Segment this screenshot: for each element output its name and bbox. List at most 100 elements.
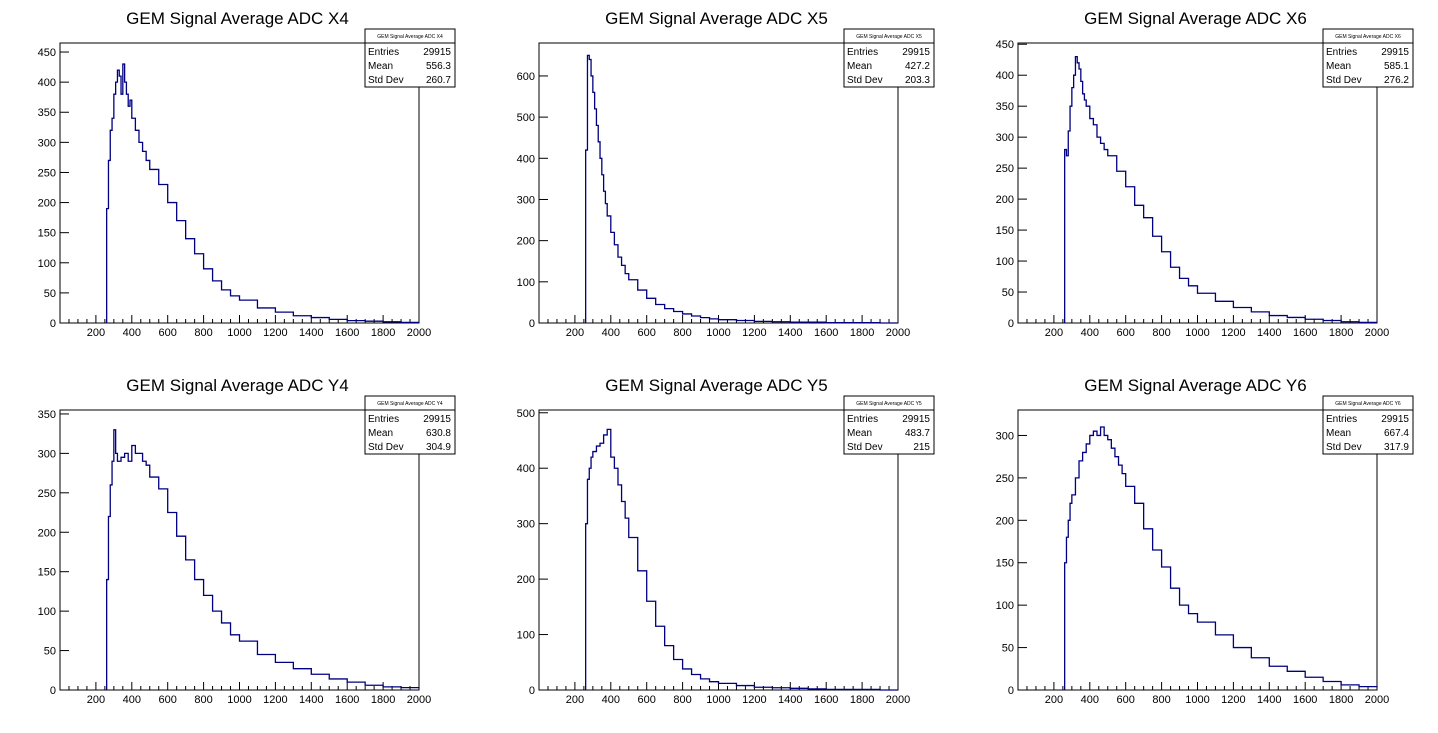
- x-tick-label: 200: [1045, 694, 1063, 706]
- y-tick-label: 400: [517, 463, 535, 475]
- stats-value: 29915: [423, 414, 451, 425]
- y-tick-label: 350: [38, 107, 56, 119]
- stats-value: 29915: [1381, 414, 1409, 425]
- y-tick-label: 300: [517, 519, 535, 531]
- x-tick-label: 1600: [335, 694, 359, 706]
- y-tick-label: 50: [1002, 287, 1014, 299]
- y-tick-label: 300: [517, 194, 535, 206]
- histogram-series: [106, 429, 420, 690]
- y-tick-label: 0: [529, 318, 535, 330]
- x-tick-label: 800: [194, 694, 212, 706]
- chart-title: GEM Signal Average ADC X6: [1084, 9, 1307, 28]
- stats-label: Std Dev: [847, 442, 883, 453]
- x-tick-label: 1200: [742, 327, 766, 339]
- x-tick-label: 1200: [1221, 327, 1245, 339]
- x-tick-label: 400: [123, 694, 141, 706]
- x-tick-label: 600: [159, 694, 177, 706]
- x-tick-label: 800: [194, 327, 212, 339]
- stats-label: Mean: [368, 61, 393, 72]
- y-tick-label: 250: [38, 488, 56, 500]
- y-tick-label: 400: [38, 77, 56, 89]
- chart-title: GEM Signal Average ADC Y6: [1084, 376, 1306, 395]
- stats-label: Mean: [847, 428, 872, 439]
- x-tick-label: 400: [602, 327, 620, 339]
- stats-label: Entries: [847, 47, 878, 58]
- y-tick-label: 200: [38, 527, 56, 539]
- y-tick-label: 100: [38, 258, 56, 270]
- x-tick-label: 1800: [371, 694, 395, 706]
- y-tick-label: 0: [1008, 318, 1014, 330]
- stats-value: 29915: [902, 47, 930, 58]
- x-tick-label: 200: [566, 694, 584, 706]
- stats-label: Std Dev: [1326, 75, 1362, 86]
- x-tick-label: 1200: [1221, 694, 1245, 706]
- stats-value: 556.3: [426, 61, 451, 72]
- histogram-panel-3: GEM Signal Average ADC X6 200 400 600 800 100…: [996, 9, 1414, 339]
- x-tick-label: 600: [1117, 694, 1135, 706]
- stats-value: 317.9: [1384, 442, 1409, 453]
- x-tick-label: 1000: [706, 694, 730, 706]
- stats-label: Entries: [1326, 414, 1357, 425]
- stats-title: GEM Signal Average ADC X5: [856, 34, 922, 40]
- x-tick-label: 2000: [1365, 327, 1389, 339]
- stats-label: Mean: [847, 61, 872, 72]
- y-tick-label: 50: [1002, 643, 1014, 655]
- y-tick-label: 500: [517, 408, 535, 420]
- x-tick-label: 1400: [1257, 327, 1281, 339]
- x-tick-label: 1800: [1329, 327, 1353, 339]
- stats-title: GEM Signal Average ADC Y5: [856, 401, 922, 407]
- chart-title: GEM Signal Average ADC X5: [605, 9, 828, 28]
- x-tick-label: 600: [159, 327, 177, 339]
- stats-title: GEM Signal Average ADC Y6: [1335, 401, 1401, 407]
- x-tick-label: 400: [123, 327, 141, 339]
- x-tick-label: 2000: [886, 694, 910, 706]
- y-tick-label: 300: [996, 132, 1014, 144]
- histogram-series: [106, 63, 419, 324]
- y-tick-label: 150: [38, 228, 56, 240]
- x-tick-label: 800: [673, 694, 691, 706]
- histogram-panel-5: GEM Signal Average ADC Y5 200 400 600 800 100…: [517, 376, 935, 706]
- y-tick-label: 0: [50, 685, 56, 697]
- x-tick-label: 400: [1081, 694, 1099, 706]
- stats-label: Mean: [1326, 61, 1351, 72]
- x-tick-label: 1600: [335, 327, 359, 339]
- x-tick-label: 1800: [371, 327, 395, 339]
- y-tick-label: 0: [50, 318, 56, 330]
- y-tick-label: 200: [517, 574, 535, 586]
- y-tick-label: 100: [996, 600, 1014, 612]
- stats-label: Entries: [368, 47, 399, 58]
- x-tick-label: 2000: [886, 327, 910, 339]
- x-tick-label: 600: [1117, 327, 1135, 339]
- x-tick-label: 1600: [1293, 327, 1317, 339]
- y-tick-label: 100: [996, 256, 1014, 268]
- y-tick-label: 100: [517, 277, 535, 289]
- x-tick-label: 1000: [1185, 327, 1209, 339]
- stats-value: 29915: [423, 47, 451, 58]
- histogram-series: [1064, 426, 1378, 690]
- stats-box: [843, 28, 935, 88]
- y-tick-label: 0: [529, 685, 535, 697]
- x-tick-label: 1400: [299, 327, 323, 339]
- histogram-series: [1064, 55, 1377, 324]
- y-tick-label: 0: [1008, 685, 1014, 697]
- x-tick-label: 1400: [1257, 694, 1281, 706]
- stats-value: 667.4: [1384, 428, 1409, 439]
- x-tick-label: 1600: [814, 694, 838, 706]
- x-tick-label: 1600: [814, 327, 838, 339]
- stats-value: 29915: [1381, 47, 1409, 58]
- stats-label: Mean: [1326, 428, 1351, 439]
- x-tick-label: 200: [87, 694, 105, 706]
- y-tick-label: 100: [38, 606, 56, 618]
- x-tick-label: 1200: [263, 327, 287, 339]
- y-tick-label: 100: [517, 630, 535, 642]
- x-tick-label: 1800: [1329, 694, 1353, 706]
- x-tick-label: 1800: [850, 327, 874, 339]
- x-tick-label: 1000: [1185, 694, 1209, 706]
- y-tick-label: 250: [996, 163, 1014, 175]
- x-tick-label: 2000: [1365, 694, 1389, 706]
- x-tick-label: 1000: [227, 694, 251, 706]
- x-tick-label: 1200: [263, 694, 287, 706]
- histogram-series: [585, 428, 898, 691]
- y-tick-label: 200: [996, 515, 1014, 527]
